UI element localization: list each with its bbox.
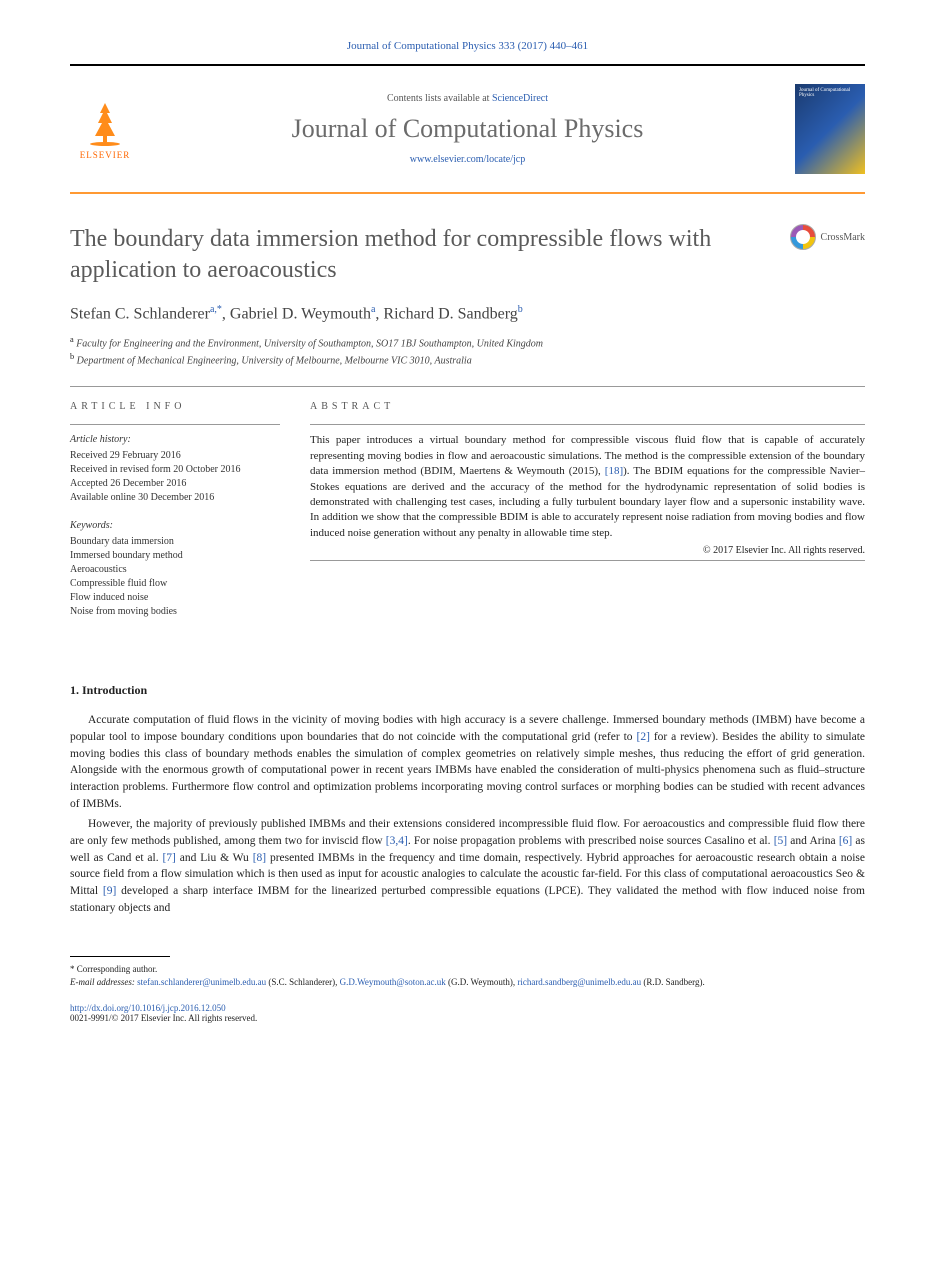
- p2-e: and Liu & Wu: [176, 852, 253, 864]
- sciencedirect-link[interactable]: ScienceDirect: [492, 93, 548, 104]
- ref-9[interactable]: [9]: [103, 885, 116, 897]
- title-row: The boundary data immersion method for c…: [70, 224, 865, 286]
- author-3-affil: b: [518, 304, 523, 315]
- keywords-subhead: Keywords:: [70, 519, 280, 533]
- info-rule: [70, 424, 280, 425]
- intro-para-2: However, the majority of previously publ…: [70, 816, 865, 916]
- ref-3-4[interactable]: [3,4]: [386, 835, 408, 847]
- divider-1: [70, 386, 865, 387]
- keyword-1: Boundary data immersion: [70, 535, 280, 549]
- doi-block: http://dx.doi.org/10.1016/j.jcp.2016.12.…: [70, 1003, 865, 1023]
- doi-link[interactable]: http://dx.doi.org/10.1016/j.jcp.2016.12.…: [70, 1003, 226, 1013]
- ref-8[interactable]: [8]: [253, 852, 266, 864]
- keyword-5: Flow induced noise: [70, 591, 280, 605]
- abstract-text: This paper introduces a virtual boundary…: [310, 433, 865, 541]
- crossmark-label: CrossMark: [821, 232, 865, 243]
- email-name-2: (G.D. Weymouth),: [446, 977, 518, 987]
- elsevier-tree-icon: [80, 98, 130, 148]
- p2-b: . For noise propagation problems with pr…: [408, 835, 774, 847]
- abstract-bottom-rule: [310, 560, 865, 561]
- section-1-head: 1. Introduction: [70, 683, 865, 698]
- keyword-4: Compressible fluid flow: [70, 577, 280, 591]
- info-abstract-row: ARTICLE INFO Article history: Received 2…: [70, 401, 865, 633]
- footnote-rule: [70, 956, 170, 957]
- masthead: ELSEVIER Contents lists available at Sci…: [70, 74, 865, 184]
- p2-g: developed a sharp interface IMBM for the…: [70, 885, 865, 914]
- email-label: E-mail addresses:: [70, 977, 137, 987]
- header-citation: Journal of Computational Physics 333 (20…: [70, 40, 865, 52]
- top-rule: [70, 64, 865, 66]
- online-date: Available online 30 December 2016: [70, 491, 280, 505]
- article-title: The boundary data immersion method for c…: [70, 224, 770, 286]
- contents-line: Contents lists available at ScienceDirec…: [140, 93, 795, 104]
- author-1: Stefan C. Schlanderer: [70, 306, 210, 323]
- abstract-copyright: © 2017 Elsevier Inc. All rights reserved…: [310, 545, 865, 556]
- publisher-name: ELSEVIER: [80, 150, 131, 160]
- abstract-rule: [310, 424, 865, 425]
- journal-cover-thumb[interactable]: Journal of Computational Physics: [795, 84, 865, 174]
- crossmark-icon: [790, 224, 816, 250]
- journal-name: Journal of Computational Physics: [140, 114, 795, 144]
- abstract-head: ABSTRACT: [310, 401, 865, 412]
- affiliations: a Faculty for Engineering and the Enviro…: [70, 334, 865, 369]
- keyword-2: Immersed boundary method: [70, 549, 280, 563]
- abstract-col: ABSTRACT This paper introduces a virtual…: [310, 401, 865, 633]
- email-2[interactable]: G.D.Weymouth@soton.ac.uk: [340, 977, 446, 987]
- article-info-head: ARTICLE INFO: [70, 401, 280, 412]
- ref-6[interactable]: [6]: [839, 835, 852, 847]
- issn-line: 0021-9991/© 2017 Elsevier Inc. All right…: [70, 1013, 865, 1023]
- contents-prefix: Contents lists available at: [387, 93, 492, 104]
- author-3: , Richard D. Sandberg: [375, 306, 517, 323]
- ref-5[interactable]: [5]: [774, 835, 787, 847]
- journal-url[interactable]: www.elsevier.com/locate/jcp: [140, 154, 795, 165]
- received-date: Received 29 February 2016: [70, 449, 280, 463]
- accepted-date: Accepted 26 December 2016: [70, 477, 280, 491]
- author-1-affil: a,*: [210, 304, 222, 315]
- crossmark-widget[interactable]: CrossMark: [790, 224, 865, 250]
- ref-2[interactable]: [2]: [636, 731, 649, 743]
- affil-b-text: Department of Mechanical Engineering, Un…: [77, 355, 472, 366]
- email-name-1: (S.C. Schlanderer),: [266, 977, 339, 987]
- affil-a-text: Faculty for Engineering and the Environm…: [76, 338, 543, 349]
- email-name-3: (R.D. Sandberg).: [641, 977, 705, 987]
- author-2: , Gabriel D. Weymouth: [222, 306, 371, 323]
- masthead-center: Contents lists available at ScienceDirec…: [140, 93, 795, 165]
- keywords-block: Keywords: Boundary data immersion Immers…: [70, 519, 280, 619]
- revised-date: Received in revised form 20 October 2016: [70, 463, 280, 477]
- intro-para-1: Accurate computation of fluid flows in t…: [70, 712, 865, 812]
- email-3[interactable]: richard.sandberg@unimelb.edu.au: [517, 977, 641, 987]
- corresponding-author: * Corresponding author.: [70, 963, 865, 976]
- keyword-6: Noise from moving bodies: [70, 605, 280, 619]
- history-subhead: Article history:: [70, 433, 280, 447]
- affiliation-a: a Faculty for Engineering and the Enviro…: [70, 334, 865, 351]
- article-info-col: ARTICLE INFO Article history: Received 2…: [70, 401, 280, 633]
- ref-7[interactable]: [7]: [162, 852, 175, 864]
- orange-rule: [70, 192, 865, 194]
- footnotes: * Corresponding author. E-mail addresses…: [70, 963, 865, 988]
- abstract-ref-18[interactable]: [18]: [605, 465, 623, 477]
- email-line: E-mail addresses: stefan.schlanderer@uni…: [70, 976, 865, 989]
- affiliation-b: b Department of Mechanical Engineering, …: [70, 351, 865, 368]
- keyword-3: Aeroacoustics: [70, 563, 280, 577]
- article-history: Article history: Received 29 February 20…: [70, 433, 280, 505]
- authors-line: Stefan C. Schlanderera,*, Gabriel D. Wey…: [70, 304, 865, 323]
- email-1[interactable]: stefan.schlanderer@unimelb.edu.au: [137, 977, 266, 987]
- p2-c: and Arina: [787, 835, 839, 847]
- elsevier-logo[interactable]: ELSEVIER: [70, 89, 140, 169]
- cover-label: Journal of Computational Physics: [799, 88, 861, 98]
